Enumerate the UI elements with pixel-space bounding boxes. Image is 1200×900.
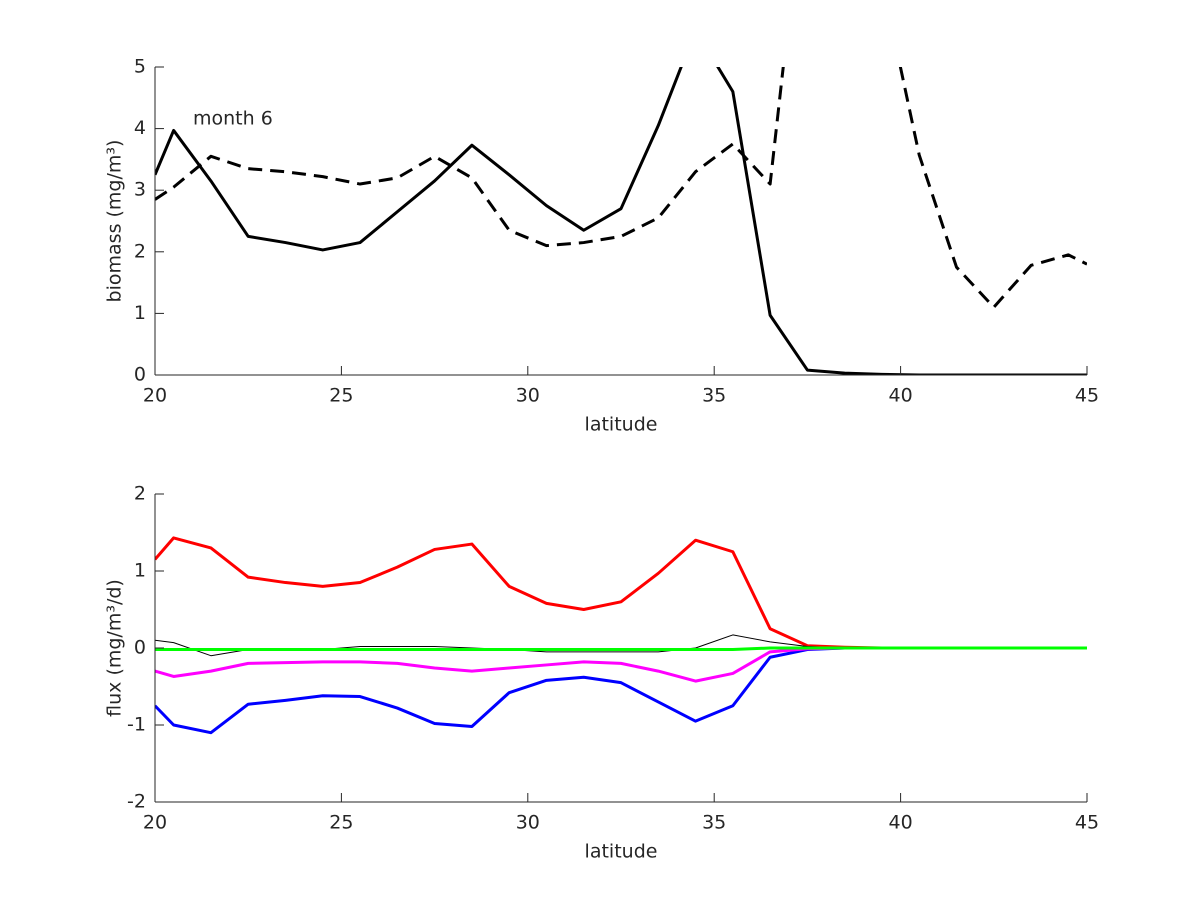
y-tick-label: 3 <box>134 179 146 201</box>
y-tick-label: 0 <box>134 637 146 659</box>
y-tick-label: 4 <box>134 117 146 139</box>
y-tick-label: 2 <box>134 483 146 505</box>
series-line <box>155 646 1087 735</box>
y-axis-label: biomass (mg/m³) <box>104 140 126 303</box>
y-axis-label: flux (mg/m³/d) <box>104 579 126 717</box>
x-tick-label: 20 <box>143 812 167 834</box>
y-tick-label: -2 <box>127 791 146 813</box>
series-line <box>155 536 1087 650</box>
series-line <box>155 67 1087 375</box>
x-tick-label: 40 <box>889 812 913 834</box>
series-line <box>155 67 1087 309</box>
x-tick-label: 25 <box>329 812 353 834</box>
x-tick-label: 45 <box>1075 812 1099 834</box>
series-line <box>155 634 1087 657</box>
series-line <box>155 646 1087 652</box>
x-tick-label: 35 <box>702 812 726 834</box>
y-tick-label: 0 <box>134 364 146 386</box>
x-tick-label: 40 <box>889 385 913 407</box>
series-line <box>155 646 1087 683</box>
x-tick-label: 45 <box>1075 385 1099 407</box>
x-tick-label: 30 <box>516 812 540 834</box>
plot-area <box>155 67 1087 375</box>
y-tick-label: 2 <box>134 240 146 262</box>
x-tick-label: 35 <box>702 385 726 407</box>
plot-area <box>155 536 1087 735</box>
x-axis-label: latitude <box>585 414 658 436</box>
y-tick-label: -1 <box>127 714 146 736</box>
x-tick-label: 30 <box>516 385 540 407</box>
annotation: month 6 <box>193 108 273 130</box>
y-tick-label: 5 <box>134 56 146 78</box>
y-tick-label: 1 <box>134 560 146 582</box>
x-tick-label: 25 <box>329 385 353 407</box>
y-tick-label: 1 <box>134 302 146 324</box>
x-tick-label: 20 <box>143 385 167 407</box>
x-axis-label: latitude <box>585 841 658 863</box>
